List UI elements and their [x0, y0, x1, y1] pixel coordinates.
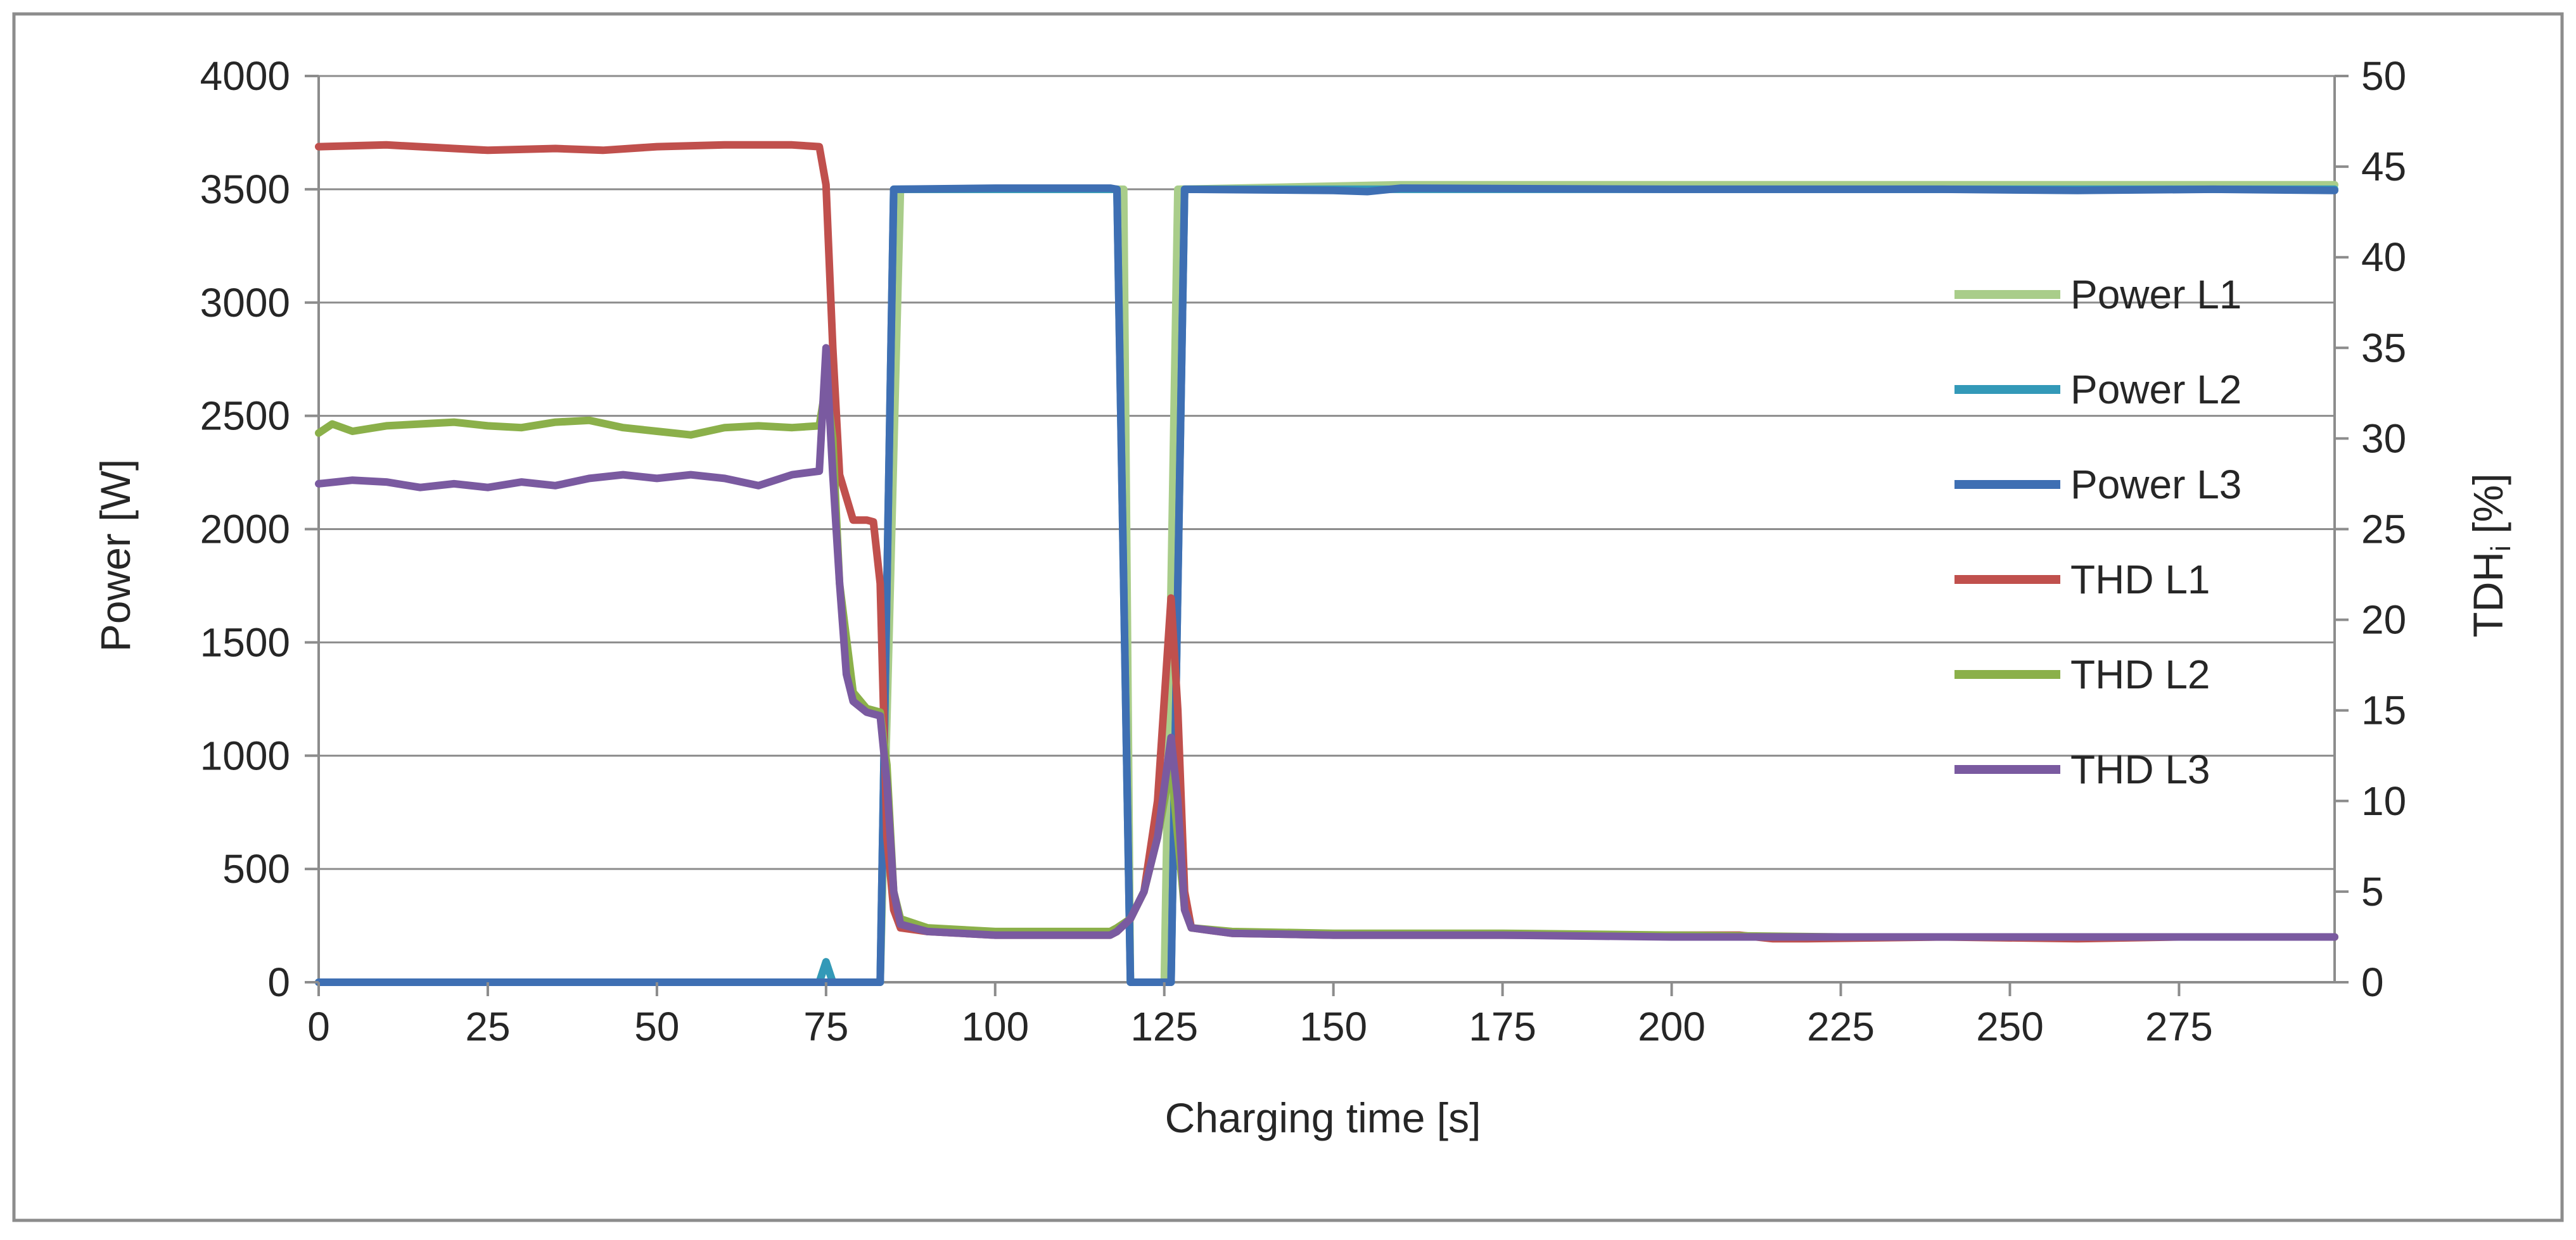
- series-line-power-l3: [315, 184, 2338, 986]
- legend-label-power-l1: Power L1: [2070, 272, 2241, 317]
- x-tick-label-9: 225: [1807, 1004, 1875, 1049]
- y-right-tick-label-1: 5: [2361, 869, 2384, 914]
- y-right-axis-title: TDHi [%]: [2464, 473, 2516, 637]
- x-tick-label-11: 275: [2145, 1004, 2213, 1049]
- y-right-axis-title-unit: [%]: [2464, 473, 2511, 545]
- y-right-axis-title-main: TDH: [2464, 552, 2511, 638]
- x-tick-label-1: 25: [465, 1004, 510, 1049]
- y-right-tick-label-0: 0: [2361, 959, 2384, 1005]
- y-left-axis-title: Power [W]: [92, 459, 139, 652]
- y-right-axis-title-sub: i: [2485, 545, 2516, 552]
- legend-label-power-l2: Power L2: [2070, 367, 2241, 412]
- legend-label-thd-l1: THD L1: [2070, 557, 2210, 602]
- y-right-tick-label-5: 25: [2361, 507, 2406, 552]
- x-tick-label-2: 50: [634, 1004, 679, 1049]
- x-tick-label-10: 250: [1976, 1004, 2044, 1049]
- y-right-tick-label-7: 35: [2361, 325, 2406, 370]
- series-layer: [315, 141, 2338, 986]
- x-tick-label-6: 150: [1299, 1004, 1367, 1049]
- y-left-tick-label-3: 1500: [200, 619, 290, 665]
- y-right-tick-label-2: 10: [2361, 778, 2406, 824]
- y-left-tick-label-0: 0: [267, 959, 290, 1005]
- legend-label-thd-l2: THD L2: [2070, 652, 2210, 697]
- ticks-layer: 0 25 50 75 100 125 150 175 200 225 250 275050010001…: [200, 53, 2407, 1049]
- y-right-tick-label-6: 30: [2361, 415, 2406, 461]
- y-left-tick-label-5: 2500: [200, 393, 290, 439]
- y-right-tick-label-3: 15: [2361, 688, 2406, 733]
- x-tick-label-5: 125: [1130, 1004, 1198, 1049]
- y-left-tick-label-8: 4000: [200, 53, 290, 99]
- titles-layer: Charging time [s] Power [W] TDHi [%]: [92, 459, 2516, 1141]
- y-right-tick-label-4: 20: [2361, 597, 2406, 643]
- x-axis-title: Charging time [s]: [1165, 1094, 1481, 1141]
- y-right-tick-label-8: 40: [2361, 234, 2406, 280]
- y-left-tick-label-7: 3500: [200, 167, 290, 212]
- x-tick-label-7: 175: [1469, 1004, 1536, 1049]
- legend-label-power-l3: Power L3: [2070, 462, 2241, 507]
- legend-label-thd-l3: THD L3: [2070, 747, 2210, 792]
- legend: Power L1 Power L2 Power L3 THD L1 THD L2 THD …: [1954, 272, 2241, 792]
- x-tick-label-3: 75: [803, 1004, 848, 1049]
- y-right-tick-label-9: 45: [2361, 144, 2406, 189]
- y-left-tick-label-1: 500: [222, 846, 290, 892]
- y-left-tick-label-4: 2000: [200, 507, 290, 552]
- y-left-tick-label-2: 1000: [200, 733, 290, 778]
- x-tick-label-4: 100: [961, 1004, 1029, 1049]
- series-line-thd-l3: [315, 344, 2338, 941]
- y-right-tick-label-10: 50: [2361, 53, 2406, 99]
- x-tick-label-8: 200: [1638, 1004, 1706, 1049]
- chart-border: [12, 12, 2564, 1222]
- x-tick-label-0: 0: [307, 1004, 330, 1049]
- y-left-tick-label-6: 3000: [200, 280, 290, 326]
